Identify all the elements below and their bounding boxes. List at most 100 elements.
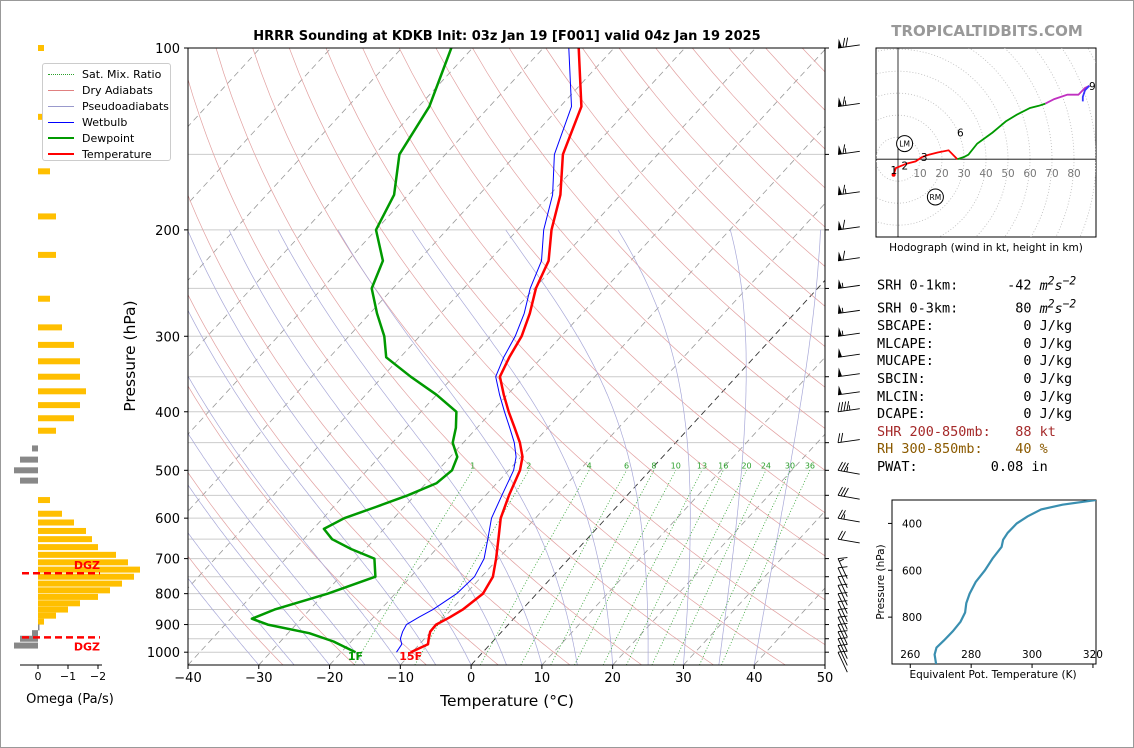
legend-label: Dewpoint	[82, 131, 135, 145]
omega-bar	[38, 295, 50, 302]
mixing-ratio-label: 6	[624, 461, 629, 470]
wind-barb-flag	[837, 575, 848, 578]
stat-pwat: PWAT: 0.08 in	[877, 458, 1048, 475]
dry-adiabat	[288, 48, 825, 646]
stat-srh03: SRH 0-3km: 80 m2s−2	[877, 297, 1077, 317]
y-tick-label: 900	[155, 619, 180, 634]
wind-barb-half-flag	[844, 148, 847, 154]
legend-label: Wetbulb	[82, 115, 128, 129]
pseudoadiabat	[505, 229, 649, 665]
y-tick-label: 100	[155, 42, 180, 57]
mixing-ratio-label: 1	[470, 461, 475, 470]
wind-barb-staff	[837, 601, 848, 622]
omega-bar	[38, 213, 56, 220]
mixing-ratio-line	[574, 470, 677, 665]
dry-adiabat	[188, 293, 499, 665]
hodograph-segment	[1081, 85, 1091, 102]
wind-barb-half-flag	[841, 307, 844, 313]
omega-bar	[20, 635, 38, 642]
mixing-ratio-line	[414, 470, 530, 665]
wind-barb-pennant	[838, 38, 842, 48]
wind-barb-staff	[837, 103, 860, 107]
watermark: TROPICALTIDBITS.COM	[891, 22, 1083, 40]
wind-barb-flag	[842, 144, 846, 154]
wind-barb	[837, 615, 848, 638]
wind-barb-pennant	[838, 145, 842, 155]
dry-adiabat	[188, 471, 355, 665]
wind-barb-pennant	[838, 327, 842, 337]
omega-bar	[38, 45, 44, 51]
dry-adiabat	[398, 48, 825, 514]
dry-adiabat	[435, 48, 825, 471]
dgz-label: DGZ	[74, 640, 100, 653]
pseudoadiabat	[228, 229, 507, 665]
pseudoadiabat	[718, 229, 747, 665]
legend-label: Temperature	[82, 147, 152, 161]
wind-barb-flag	[842, 184, 846, 195]
legend-label: Pseudoadiabats	[82, 99, 169, 113]
wind-barb	[837, 557, 848, 579]
omega-bar	[32, 445, 38, 452]
wind-barb	[837, 250, 860, 262]
wind-barb-half-flag	[844, 100, 847, 106]
wind-barb-staff	[837, 408, 860, 413]
theta-e-y-tick-label: 400	[902, 518, 922, 530]
surface-labels: 1F 15F	[348, 650, 422, 663]
theta-e-y-tick-label: 800	[902, 612, 922, 624]
stat-mlcin: MLCIN: 0 J/kg	[877, 388, 1073, 405]
wind-barb-pennant	[838, 385, 842, 395]
wind-barb-staff	[837, 609, 848, 630]
wind-barb-flag	[837, 630, 848, 633]
x-tick-label: −40	[174, 671, 201, 686]
storm-motion-marker: RM	[926, 188, 944, 206]
wind-barb-half-flag	[844, 188, 847, 194]
legend-label: Dry Adiabats	[82, 83, 153, 97]
mixing-ratio-labels: 1 2 4 6 8 10 13 16 20 24 30 36	[470, 461, 815, 470]
storm-motion-circle	[926, 188, 944, 206]
wind-barb-flag	[843, 462, 849, 472]
wind-barb-flag	[837, 615, 848, 618]
isotherm	[258, 48, 825, 665]
dgz-label: DGZ	[74, 559, 100, 572]
mixing-ratio-label: 30	[785, 461, 795, 470]
omega-bar	[38, 612, 56, 619]
omega-bar	[38, 324, 62, 331]
isotherm	[188, 48, 686, 589]
wind-barb-flag	[837, 509, 843, 519]
wind-barb-flag	[843, 487, 849, 497]
wind-barb	[837, 592, 848, 614]
wind-barb-staff	[837, 631, 848, 652]
legend-label: Sat. Mix. Ratio	[82, 67, 162, 81]
stat-mlcape: MLCAPE: 0 J/kg	[877, 335, 1073, 352]
wind-barb-flag	[837, 644, 848, 647]
hodograph-panel: 10 20 30 40 50 60 70 80 1 2 3 6 9 LM RM	[875, 47, 1097, 238]
x-tick-label: 50	[817, 671, 834, 686]
omega-tick-label: −2	[90, 670, 106, 683]
wind-barb	[837, 327, 860, 337]
surface-dewpoint-label: 1F	[348, 650, 363, 663]
omega-bar	[38, 606, 68, 613]
wind-barb	[837, 219, 860, 231]
wind-barb-flag	[842, 37, 846, 48]
wind-barb-pennant	[838, 279, 842, 289]
hodograph-ring-label: 70	[1045, 168, 1058, 180]
hodograph-ring-label: 10	[913, 168, 926, 180]
hodograph-height-label: 2	[901, 161, 908, 173]
wind-barb	[837, 486, 860, 500]
omega-axis-label: Omega (Pa/s)	[26, 692, 114, 707]
wind-barb	[837, 637, 848, 659]
theta-e-frame	[891, 499, 1097, 665]
mixing-ratio-label: 24	[761, 461, 771, 470]
hodograph-plot-area: 10 20 30 40 50 60 70 80 1 2 3 6 9 LM RM	[876, 48, 1096, 237]
wind-barb-staff	[837, 469, 860, 475]
x-tick-label: −10	[387, 671, 414, 686]
wind-barb	[837, 608, 848, 630]
wind-barbs	[837, 37, 860, 673]
wind-barb-flag	[837, 530, 843, 540]
pseudoadiabat	[188, 229, 472, 665]
wind-barb-flag	[837, 623, 848, 625]
hodograph-ring-label: 80	[1067, 168, 1080, 180]
wind-barb-flag	[840, 401, 844, 412]
mixing-ratio-label: 20	[741, 461, 751, 470]
mixing-ratio-line	[479, 470, 590, 665]
